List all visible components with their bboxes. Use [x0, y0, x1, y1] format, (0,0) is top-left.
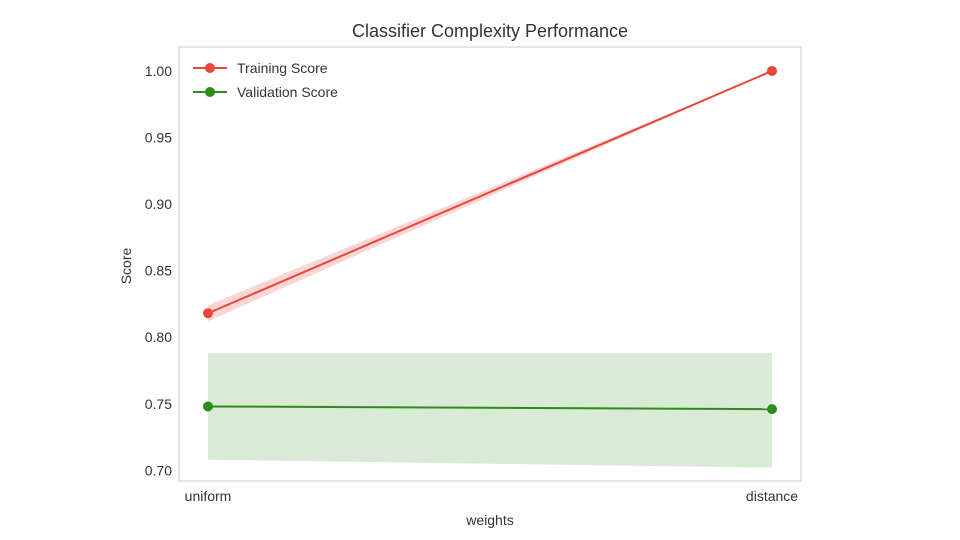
y-tick-label: 0.85	[145, 263, 172, 279]
confidence-bands	[208, 70, 772, 468]
x-tick-label: distance	[746, 488, 798, 504]
y-tick-label: 0.75	[145, 396, 172, 412]
training-score-point-distance	[767, 65, 777, 76]
legend-label-validation-score: Validation Score	[237, 84, 338, 100]
legend: Training Score Validation Score	[193, 60, 338, 100]
x-axis-ticks: uniform distance	[185, 488, 799, 504]
training-score-point-uniform	[203, 308, 213, 319]
y-tick-label: 0.90	[145, 196, 172, 212]
training-score-line	[207, 70, 773, 315]
y-tick-label: 0.95	[145, 130, 172, 146]
y-tick-label: 0.80	[145, 329, 172, 345]
y-axis-label: Score	[118, 248, 134, 285]
chart-title: Classifier Complexity Performance	[352, 21, 628, 41]
x-tick-label: uniform	[185, 488, 232, 504]
validation-score-point-distance	[767, 404, 777, 415]
validation-score-band	[208, 353, 772, 468]
y-tick-label: 0.70	[145, 462, 172, 478]
x-axis-label: weights	[465, 512, 513, 528]
legend-label-training-score: Training Score	[237, 60, 328, 76]
series-lines	[207, 70, 773, 411]
series-markers	[203, 65, 777, 415]
validation-score-line	[207, 405, 773, 411]
training-score-band	[208, 70, 772, 322]
legend-marker-training-score	[205, 63, 215, 73]
y-tick-label: 1.00	[145, 63, 172, 79]
validation-score-point-uniform	[203, 401, 213, 412]
legend-marker-validation-score	[205, 87, 215, 97]
y-axis-ticks: 0.70 0.75 0.80 0.85 0.90 0.95 1.00	[145, 63, 172, 478]
